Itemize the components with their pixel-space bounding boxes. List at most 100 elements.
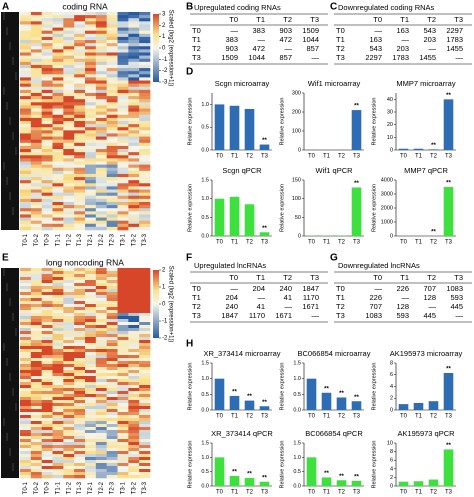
heatmap-cell bbox=[30, 55, 42, 60]
y-tick-label: 1.5 bbox=[293, 440, 301, 446]
heatmap-cell bbox=[41, 155, 53, 159]
heatmap-cell bbox=[20, 55, 32, 60]
heatmap-cell bbox=[20, 460, 32, 464]
heatmap-cell bbox=[139, 385, 151, 389]
heatmap-cell bbox=[30, 170, 42, 175]
heatmap-cell bbox=[41, 18, 53, 22]
heatmap-cell bbox=[74, 406, 86, 410]
heatmap-cell bbox=[128, 355, 140, 359]
heatmap-cell bbox=[117, 451, 129, 455]
heatmap-cell bbox=[20, 475, 32, 479]
panel-label: A bbox=[2, 2, 9, 13]
heatmap-cell bbox=[95, 337, 107, 341]
heatmap-cell bbox=[128, 173, 140, 178]
heatmap-cell bbox=[30, 352, 42, 356]
heatmap-cell bbox=[52, 167, 64, 172]
heatmap-cell bbox=[128, 274, 140, 278]
x-tick-label: T1 bbox=[231, 154, 239, 160]
heatmap-cell bbox=[139, 114, 151, 119]
heatmap-cell bbox=[139, 214, 151, 218]
heatmap-cell bbox=[41, 268, 53, 272]
heatmap-cell bbox=[117, 117, 129, 122]
heatmap-cell bbox=[117, 71, 129, 75]
heatmap-cell bbox=[74, 52, 86, 56]
heatmap-cell bbox=[30, 217, 42, 221]
heatmap-cell bbox=[117, 58, 129, 63]
heatmap-cell bbox=[95, 298, 107, 302]
colorbar-tick-label: 1 bbox=[162, 285, 166, 291]
heatmap-cell bbox=[52, 292, 64, 296]
heatmap-cell bbox=[95, 457, 107, 461]
heatmap-cell bbox=[52, 52, 64, 56]
table-header: T2 bbox=[427, 15, 436, 24]
heatmap-cell bbox=[30, 415, 42, 419]
heatmap-cell bbox=[106, 406, 118, 410]
heatmap-cell bbox=[128, 111, 140, 116]
heatmap-cell bbox=[20, 451, 32, 455]
heatmap-cell bbox=[41, 391, 53, 395]
heatmap-cell bbox=[106, 214, 118, 218]
heatmap-cell bbox=[117, 334, 129, 338]
heatmap-cell bbox=[139, 319, 151, 323]
heatmap-cell bbox=[41, 427, 53, 431]
heatmap-cell bbox=[41, 198, 53, 203]
heatmap-cell bbox=[74, 358, 86, 362]
chart-title: BC066854 microarray bbox=[298, 349, 371, 358]
heatmap-cell bbox=[41, 418, 53, 422]
heatmap-cell bbox=[95, 74, 107, 78]
heatmap-cell bbox=[139, 331, 151, 335]
heatmap-cell bbox=[95, 328, 107, 332]
heatmap-cell bbox=[128, 164, 140, 169]
table-title: Downregulated coding RNAs bbox=[338, 3, 435, 12]
heatmap-cell bbox=[117, 430, 129, 434]
heatmap-cell bbox=[41, 139, 53, 144]
heatmap-cell bbox=[41, 71, 53, 75]
heatmap-cell bbox=[63, 89, 75, 94]
heatmap-cell bbox=[95, 52, 107, 56]
x-tick-label: T0 bbox=[400, 490, 408, 496]
heatmap-cell bbox=[52, 117, 64, 122]
heatmap-cell bbox=[85, 155, 97, 159]
heatmap-cell bbox=[30, 451, 42, 455]
heatmap-cell bbox=[95, 385, 107, 389]
heatmap-cell bbox=[117, 475, 129, 479]
colorbar-tick-label: -2 bbox=[162, 68, 168, 74]
heatmap-cell bbox=[74, 92, 86, 97]
heatmap-cell bbox=[128, 382, 140, 386]
heatmap-cell bbox=[117, 376, 129, 380]
heatmap-cell bbox=[52, 337, 64, 341]
heatmap-cell bbox=[139, 61, 151, 66]
heatmap-cell bbox=[20, 186, 32, 190]
heatmap-cell bbox=[41, 457, 53, 461]
heatmap-cell bbox=[74, 149, 86, 153]
heatmap-cell bbox=[128, 346, 140, 350]
heatmap-cell bbox=[20, 280, 32, 284]
heatmap-cell bbox=[117, 130, 129, 134]
heatmap-cell bbox=[74, 83, 86, 88]
heatmap-cell bbox=[128, 102, 140, 106]
heatmap-cell bbox=[20, 445, 32, 449]
heatmap-cell bbox=[117, 325, 129, 329]
heatmap-cell bbox=[117, 158, 129, 162]
heatmap-cell bbox=[63, 322, 75, 326]
heatmap-cell bbox=[30, 145, 42, 150]
heatmap-cell bbox=[117, 340, 129, 344]
heatmap-cell bbox=[95, 430, 107, 434]
heatmap-cell bbox=[41, 24, 53, 28]
x-tick-label: T2 bbox=[430, 240, 438, 246]
heatmap-cell bbox=[95, 418, 107, 422]
heatmap-cell bbox=[20, 313, 32, 317]
heatmap-cell bbox=[106, 136, 118, 140]
heatmap-cell bbox=[63, 61, 75, 66]
heatmap-cell bbox=[128, 325, 140, 329]
table-title: Upregulated lncRNAs bbox=[194, 261, 266, 270]
heatmap-cell bbox=[52, 15, 64, 19]
heatmap-cell bbox=[117, 46, 129, 50]
heatmap-cell bbox=[20, 340, 32, 344]
heatmap-cell bbox=[52, 68, 64, 72]
heatmap-cell bbox=[30, 139, 42, 144]
heatmap-cell bbox=[74, 27, 86, 31]
table-cell: — bbox=[402, 293, 410, 302]
heatmap-cell bbox=[52, 391, 64, 395]
heatmap-cell bbox=[20, 164, 32, 169]
